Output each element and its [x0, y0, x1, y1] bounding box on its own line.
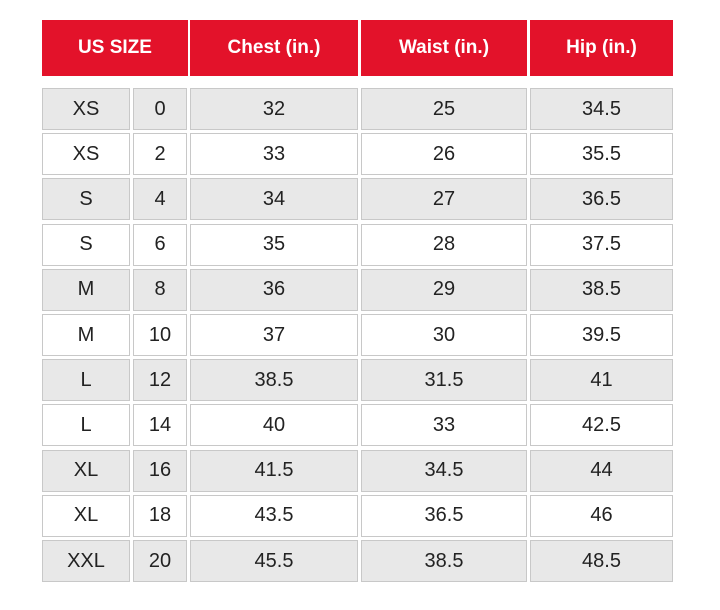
table-cell: M	[42, 268, 130, 311]
table-cell: 38.5	[361, 540, 527, 582]
table-cell: 16	[133, 449, 187, 492]
table-cell: 30	[361, 314, 527, 356]
table-cell: 4	[133, 178, 187, 221]
table-cell: 25	[361, 88, 527, 130]
table-cell: 35	[190, 223, 358, 266]
table-cell: 6	[133, 223, 187, 266]
table-cell: 37.5	[530, 223, 673, 266]
table-cell: 10	[133, 314, 187, 356]
table-cell: 35.5	[530, 133, 673, 176]
table-cell: 27	[361, 178, 527, 221]
table-cell: 48.5	[530, 540, 673, 582]
table-cell: 36.5	[530, 178, 673, 221]
table-cell: 37	[190, 314, 358, 356]
table-cell: 28	[361, 223, 527, 266]
table-cell: XS	[42, 88, 130, 130]
table-cell: 39.5	[530, 314, 673, 356]
table-cell: 34.5	[361, 449, 527, 492]
table-cell: 45.5	[190, 540, 358, 582]
table-cell: XXL	[42, 540, 130, 582]
table-cell: XS	[42, 133, 130, 176]
table-cell: 33	[361, 404, 527, 447]
table-cell: 29	[361, 268, 527, 311]
table-cell: 41	[530, 359, 673, 402]
table-cell: 32	[190, 88, 358, 130]
table-cell: 33	[190, 133, 358, 176]
table-cell: M	[42, 314, 130, 356]
table-cell: L	[42, 404, 130, 447]
table-cell: 40	[190, 404, 358, 447]
table-cell: 20	[133, 540, 187, 582]
table-cell: 18	[133, 494, 187, 537]
table-cell: 0	[133, 88, 187, 130]
table-cell: 44	[530, 449, 673, 492]
table-cell: XL	[42, 494, 130, 537]
table-cell: 38.5	[190, 359, 358, 402]
table-cell: 14	[133, 404, 187, 447]
table-cell: 26	[361, 133, 527, 176]
table-cell: 2	[133, 133, 187, 176]
table-cell: 34	[190, 178, 358, 221]
table-cell: XL	[42, 449, 130, 492]
table-cell: S	[42, 223, 130, 266]
table-cell: 41.5	[190, 449, 358, 492]
header-cell: Hip (in.)	[530, 20, 673, 76]
table-cell: 42.5	[530, 404, 673, 447]
table-cell: 34.5	[530, 88, 673, 130]
table-cell: S	[42, 178, 130, 221]
table-cell: 36	[190, 268, 358, 311]
table-cell: 46	[530, 494, 673, 537]
table-cell: 31.5	[361, 359, 527, 402]
table-cell: L	[42, 359, 130, 402]
header-cell: Waist (in.)	[361, 20, 527, 76]
header-cell: Chest (in.)	[190, 20, 358, 76]
table-cell: 8	[133, 268, 187, 311]
table-cell: 43.5	[190, 494, 358, 537]
table-cell: 36.5	[361, 494, 527, 537]
table-cell: 12	[133, 359, 187, 402]
header-cell: US SIZE	[42, 20, 188, 76]
table-cell: 38.5	[530, 268, 673, 311]
